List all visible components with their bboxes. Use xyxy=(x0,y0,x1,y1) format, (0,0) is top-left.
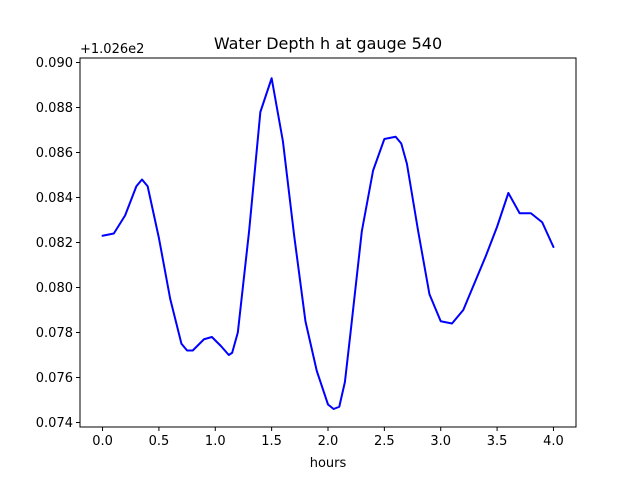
y-tick-label: 0.086 xyxy=(36,146,73,161)
y-tick-label: 0.088 xyxy=(36,101,73,116)
y-tick-label: 0.084 xyxy=(36,191,73,206)
x-tick-label: 2.5 xyxy=(374,434,395,449)
y-tick-label: 0.090 xyxy=(36,56,73,71)
x-tick-label: 3.0 xyxy=(430,434,451,449)
x-axis-label: hours xyxy=(310,456,347,471)
x-tick-label: 3.5 xyxy=(487,434,508,449)
x-tick-label: 1.0 xyxy=(205,434,226,449)
x-tick-label: 1.5 xyxy=(261,434,282,449)
chart-title: Water Depth h at gauge 540 xyxy=(214,34,442,53)
x-tick-label: 2.0 xyxy=(318,434,339,449)
y-tick-label: 0.080 xyxy=(36,281,73,296)
y-tick-label: 0.074 xyxy=(36,416,73,431)
x-tick-label: 0.5 xyxy=(149,434,170,449)
y-tick-label: 0.082 xyxy=(36,236,73,251)
plot-layer: 0.0 0.5 1.0 1.5 2.0 2.5 3.0 3.5 4.0 0.074 0.076 0.0… xyxy=(36,56,577,449)
y-tick-label: 0.078 xyxy=(36,326,73,341)
y-tick-label: 0.076 xyxy=(36,371,73,386)
x-tick-label: 0.0 xyxy=(92,434,113,449)
x-tick-label: 4.0 xyxy=(543,434,564,449)
y-offset-label: +1.026e2 xyxy=(80,42,144,57)
series-line-0 xyxy=(101,77,555,410)
